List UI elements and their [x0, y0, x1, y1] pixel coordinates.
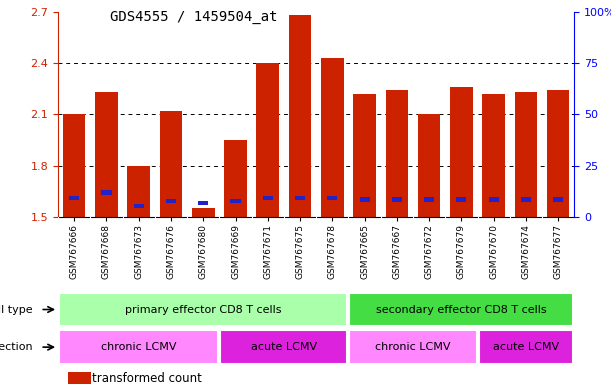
Bar: [514, 92, 537, 217]
Text: secondary effector CD8 T cells: secondary effector CD8 T cells: [376, 305, 547, 314]
Bar: [359, 197, 370, 202]
Bar: [489, 197, 499, 202]
Bar: [353, 94, 376, 217]
Bar: [456, 197, 466, 202]
Bar: [386, 90, 408, 217]
Bar: [128, 166, 150, 217]
Bar: [392, 197, 402, 202]
Bar: [321, 58, 343, 217]
Text: cell type: cell type: [0, 305, 32, 314]
Text: acute LCMV: acute LCMV: [251, 342, 317, 352]
Bar: [263, 195, 273, 200]
Bar: [68, 372, 91, 384]
Bar: [95, 92, 118, 217]
Text: chronic LCMV: chronic LCMV: [375, 342, 451, 352]
Bar: [553, 197, 563, 202]
Bar: [59, 330, 218, 364]
Bar: [295, 195, 305, 200]
Bar: [257, 63, 279, 217]
Bar: [63, 114, 86, 217]
Bar: [198, 201, 208, 205]
Bar: [349, 330, 477, 364]
Bar: [478, 330, 573, 364]
Text: acute LCMV: acute LCMV: [493, 342, 559, 352]
Bar: [482, 94, 505, 217]
Text: infection: infection: [0, 342, 32, 352]
Bar: [159, 111, 182, 217]
Bar: [450, 87, 473, 217]
Bar: [69, 195, 79, 200]
Bar: [547, 90, 569, 217]
Bar: [230, 199, 241, 203]
Text: GDS4555 / 1459504_at: GDS4555 / 1459504_at: [110, 10, 277, 23]
Bar: [192, 209, 214, 217]
Text: primary effector CD8 T cells: primary effector CD8 T cells: [125, 305, 282, 314]
Bar: [166, 199, 176, 203]
Bar: [521, 197, 531, 202]
Bar: [289, 15, 312, 217]
Bar: [221, 330, 348, 364]
Bar: [59, 293, 348, 326]
Bar: [418, 114, 441, 217]
Bar: [424, 197, 434, 202]
Text: chronic LCMV: chronic LCMV: [101, 342, 177, 352]
Bar: [134, 204, 144, 209]
Text: transformed count: transformed count: [92, 371, 202, 384]
Bar: [101, 190, 112, 195]
Bar: [224, 140, 247, 217]
Bar: [349, 293, 573, 326]
Bar: [327, 195, 337, 200]
